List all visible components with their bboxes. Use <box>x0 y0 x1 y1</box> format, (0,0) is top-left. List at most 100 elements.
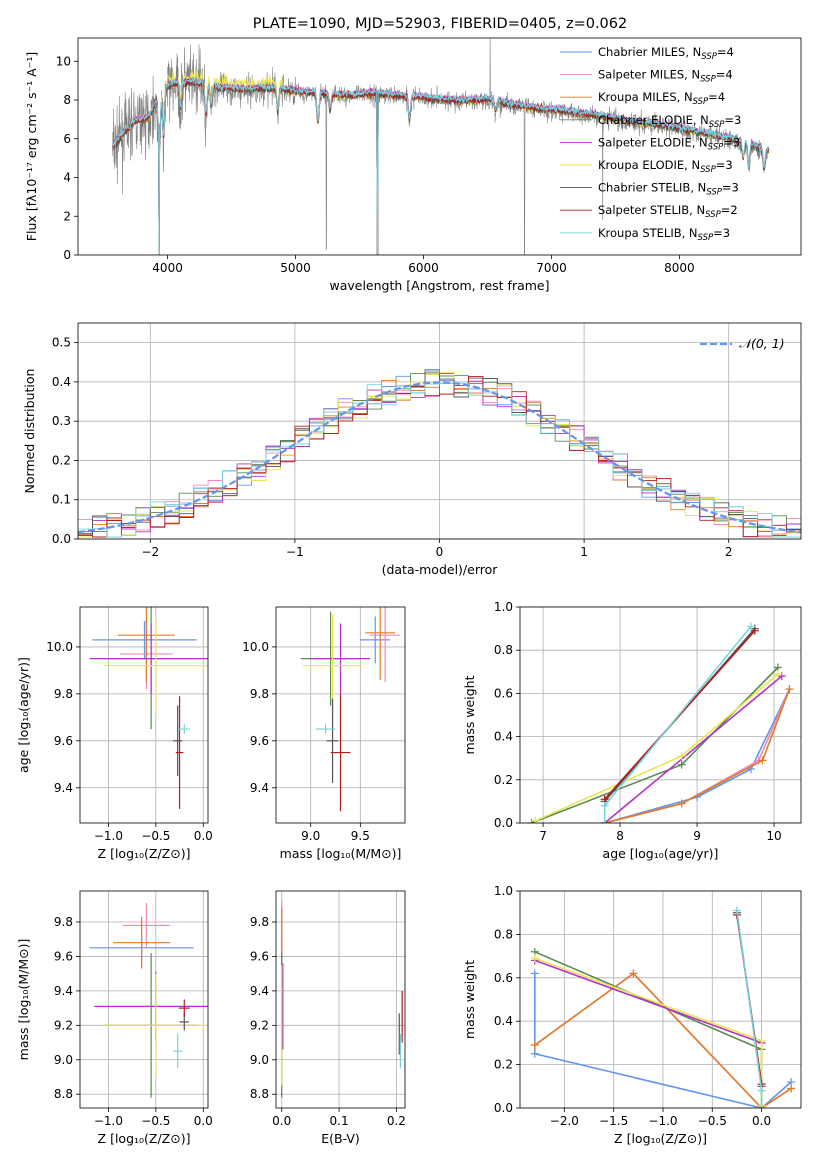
tick-label-x: −1.0 <box>648 1114 677 1128</box>
series-point-kroupa_miles <box>758 756 767 765</box>
y-axis-label: Flux [fλ10⁻¹⁷ erg cm⁻² s⁻¹ A⁻¹] <box>24 52 39 241</box>
legend-normal-label: 𝒩(0, 1) <box>739 336 785 351</box>
tick-label-y: 1.0 <box>494 600 513 614</box>
series-point-kroupa_stelib <box>600 801 609 810</box>
tick-label-x: 7 <box>539 829 547 843</box>
axes-frame <box>519 606 802 824</box>
y-axis-label: mass weight <box>462 960 477 1039</box>
series-point-salpeter_stelib <box>750 626 759 635</box>
series-line-kroupa_miles <box>534 972 792 1108</box>
series-line-kroupa_stelib <box>603 625 752 823</box>
tick-label-x: 9.5 <box>351 829 370 843</box>
series-line-kroupa_elodie <box>534 957 763 1106</box>
histogram-salpeter_elodie <box>78 372 801 538</box>
tick-label-y: 10 <box>56 54 71 68</box>
series-line-kroupa_elodie <box>535 673 779 822</box>
spectrum-data-line <box>112 38 770 255</box>
tick-label-y: 9.0 <box>54 1053 73 1067</box>
chart-residuals: −2 −1 0 1 2 0.0 0.1 0.2 0.3 0.4 0.5 (data-model)/er… <box>22 322 802 577</box>
series-line-salpeter_elodie <box>604 675 783 823</box>
axes-frame <box>77 322 802 540</box>
series-point-kroupa_elodie <box>677 752 686 761</box>
legend-entry: Chabrier MILES, NSSP=4 <box>598 45 734 62</box>
x-axis-label: Z [log₁₀(Z/Z⊙)] <box>614 1131 707 1146</box>
tick-label-y: 9.0 <box>250 1053 269 1067</box>
tick-label-y: 9.4 <box>250 781 269 795</box>
chart-weight_vs_age: 7 8 9 10 0.0 0.2 0.4 0.6 0.8 1.0 age [log₁₀(age/yr… <box>462 600 802 861</box>
series-point-kroupa_stelib <box>732 906 741 915</box>
axes-spectrum: 4000 5000 6000 7000 8000 0 2 4 6 8 10 wavelength [A… <box>24 37 802 293</box>
tick-label-y: 0.2 <box>494 773 513 787</box>
histogram-kroupa_stelib <box>78 382 801 538</box>
tick-label-y: 9.4 <box>54 984 73 998</box>
tick-label-x: 6000 <box>408 261 439 275</box>
tick-label-x: −1.0 <box>94 1114 123 1128</box>
legend-entry: Salpeter ELODIE, NSSP=3 <box>598 135 740 152</box>
axes-weight_vs_age: 7 8 9 10 0.0 0.2 0.4 0.6 0.8 1.0 age [log₁₀(age/yr… <box>462 600 802 861</box>
axes-weight_vs_Z: −2.0 −1.5 −1.0 −0.5 0.0 0.0 0.2 0.4 0.6 0.8 1.0 Z [… <box>462 884 802 1146</box>
chart-age_vs_mass: 9.0 9.5 9.4 9.6 9.8 10.0 mass [log₁₀(M/M⊙)] <box>242 606 406 861</box>
tick-label-y: 9.4 <box>250 984 269 998</box>
tick-label-x: 5000 <box>280 261 311 275</box>
series-point-kroupa_elodie <box>773 669 782 678</box>
x-axis-label: age [log₁₀(age/yr)] <box>603 846 719 861</box>
series-point-chabrier_elodie <box>677 760 686 769</box>
y-axis-label: age [log₁₀(age/yr)] <box>16 657 31 773</box>
plot-area-weight_vs_age <box>527 622 794 823</box>
tick-label-x: 0.0 <box>194 1114 213 1128</box>
series-point-kroupa_stelib <box>757 1086 766 1095</box>
axes-frame <box>77 37 802 256</box>
plot-area-age_vs_Z <box>89 607 208 809</box>
tick-label-x: −2.0 <box>550 1114 579 1128</box>
y-axis-label: Normed distribution <box>22 369 37 494</box>
chart-title: PLATE=1090, MJD=52903, FIBERID=0405, z=0… <box>253 16 627 32</box>
spectrum-legend: Chabrier MILES, NSSP=4 Salpeter MILES, NS… <box>560 45 741 243</box>
tick-label-x: 8 <box>616 829 624 843</box>
tick-label-y: 0.3 <box>52 414 71 428</box>
tick-label-x: 0.0 <box>194 829 213 843</box>
series-point-kroupa_elodie <box>757 1036 766 1045</box>
x-axis-label: Z [log₁₀(Z/Z⊙)] <box>98 1131 191 1146</box>
tick-label-y: 6 <box>63 132 71 146</box>
tick-label-x: 0.2 <box>387 1114 406 1128</box>
tick-label-y: 9.2 <box>54 1018 73 1032</box>
series-point-chabrier_miles <box>530 969 539 978</box>
series-point-kroupa_stelib <box>746 622 755 631</box>
tick-label-x: 9.0 <box>301 829 320 843</box>
legend-entry: Kroupa STELIB, NSSP=3 <box>598 226 730 243</box>
normal-curve <box>78 381 801 534</box>
plot-area-age_vs_mass <box>300 607 401 812</box>
tick-label-y: 4 <box>63 171 71 185</box>
tick-label-y: 9.8 <box>54 687 73 701</box>
series-point-kroupa_stelib <box>757 1104 766 1108</box>
tick-label-x: −1 <box>286 545 304 559</box>
axes-age_vs_mass: 9.0 9.5 9.4 9.6 9.8 10.0 mass [log₁₀(M/M⊙)] <box>242 606 406 861</box>
tick-label-y: 8.8 <box>54 1087 73 1101</box>
tick-label-y: 0.2 <box>494 1058 513 1072</box>
tick-label-x: −1.0 <box>94 829 123 843</box>
series-point-kroupa_miles <box>787 1084 796 1093</box>
legend-entry: Kroupa ELODIE, NSSP=3 <box>598 158 733 175</box>
axes-frame <box>79 890 209 1109</box>
tick-label-y: 10.0 <box>242 640 269 654</box>
x-axis-label: (data-model)/error <box>382 562 499 577</box>
legend-entry: Kroupa MILES, NSSP=4 <box>598 90 725 107</box>
plot-area-residuals <box>78 369 801 538</box>
series-point-kroupa_elodie <box>531 816 540 823</box>
tick-label-x: 4000 <box>152 261 183 275</box>
tick-label-y: 0.0 <box>494 816 513 830</box>
tick-label-x: −2 <box>141 545 159 559</box>
tick-label-y: 0.6 <box>494 686 513 700</box>
tick-label-y: 0.5 <box>52 336 71 350</box>
axes-frame <box>275 606 406 824</box>
grid-weight_vs_age <box>520 606 801 824</box>
chart-mass_vs_Z: −1.0 −0.5 0.0 8.8 9.0 9.2 9.4 9.6 9.8 Z [log₁₀(Z/… <box>16 890 213 1146</box>
axes-residuals: −2 −1 0 1 2 0.0 0.1 0.2 0.3 0.4 0.5 (data-model)/er… <box>22 322 802 577</box>
tick-label-x: −0.5 <box>698 1114 727 1128</box>
tick-label-y: 9.8 <box>54 915 73 929</box>
tick-label-y: 1.0 <box>494 884 513 898</box>
plot-area-mass_vs_Z <box>89 903 208 1098</box>
tick-label-y: 0.8 <box>494 643 513 657</box>
series-point-kroupa_miles <box>785 685 794 694</box>
